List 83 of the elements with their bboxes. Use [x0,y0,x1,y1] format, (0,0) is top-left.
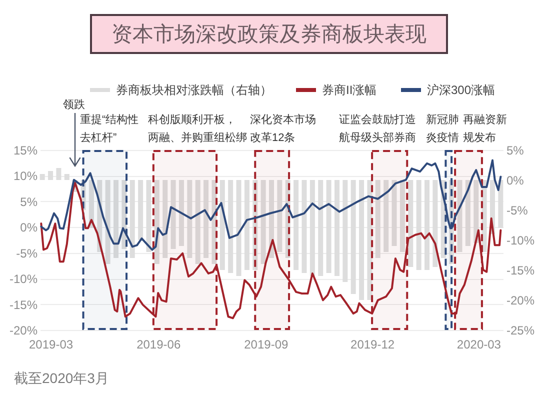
line-series [40,182,502,320]
bar [334,180,340,276]
x-tick-label: 2019-03 [29,338,74,352]
y-tick-label: -15% [9,298,38,312]
x-tick-label: 2019-12 [350,338,395,352]
bar [384,180,389,252]
bar [310,180,315,276]
bar [260,180,266,264]
bar [212,180,217,264]
legend-label: 券商II涨幅 [322,83,377,97]
y2-tick-label: -5% [506,204,528,218]
text: 深化资本市场改革12条 [250,113,316,144]
bar [277,180,282,252]
legend-label: 券商板块相对涨跌幅（右轴） [116,83,272,97]
bar [326,180,332,273]
chart-title: 资本市场深改政策及券商板块表现 [90,14,448,54]
bar [187,180,192,258]
bar [40,174,45,180]
bar [252,180,258,270]
bar [228,180,234,273]
line-series [40,159,502,251]
bar [122,180,127,249]
bar [162,180,168,258]
bar [294,180,299,270]
x-tick-label: 2019-09 [244,338,288,352]
bar [474,180,479,243]
bar [416,180,422,270]
bar [146,180,152,252]
legend-label: 沪深300涨幅 [427,83,496,97]
bar [367,180,372,300]
y2-tick-label: -25% [506,324,535,338]
bar [482,180,487,252]
x-tick-label: 2020-03 [456,338,502,352]
bar [138,180,144,240]
bar [195,180,200,264]
bar [48,171,54,180]
bar [105,180,110,264]
y-tick-label: 5% [20,194,38,209]
bar [449,180,454,264]
bar [424,180,430,270]
y2-tick-label: -15% [506,264,535,278]
y2-tick-label: -20% [506,294,535,308]
bar [244,180,250,270]
y-tick-label: 10% [13,169,38,184]
y-tick-label: -10% [9,272,38,286]
bar [350,180,356,294]
bar [220,180,225,270]
bar [130,180,135,258]
bar [465,180,470,246]
y-tick-label: 0% [20,220,38,235]
bar [204,180,209,258]
bar [302,180,307,273]
bar [392,180,397,246]
bar [113,180,118,258]
bar [432,180,438,267]
bar [457,180,462,252]
text: 再融资新规发布 [463,113,507,144]
bar [170,180,176,249]
text: 证监会鼓励打造航母级头部券商 [339,113,416,144]
text: 截至2020年3月 [14,370,109,386]
bar [56,168,62,180]
bar [178,180,184,246]
y2-tick-label: -10% [506,234,535,248]
text: 重提“结构性去杠杆” [80,113,139,144]
y2-tick-label: 0% [506,174,524,188]
bar [408,180,414,267]
y-tick-label: -20% [9,324,38,338]
bar [318,180,324,276]
bar [64,174,70,180]
bar [285,180,290,258]
y-tick-label: 15% [13,144,38,158]
bar [498,180,504,228]
text: 领跌 [63,99,85,111]
bar [359,180,364,300]
text: 新冠肺炎疫情 [426,113,459,144]
bar [342,180,348,282]
bar [375,180,380,258]
y-tick-label: -5% [16,246,38,260]
x-tick-label: 2019-06 [136,338,181,352]
bar [236,180,242,276]
text: 科创版顺利开板，两融、并购重组松绑 [148,113,247,144]
bar [400,180,405,252]
y2-tick-label: 5% [506,144,524,158]
